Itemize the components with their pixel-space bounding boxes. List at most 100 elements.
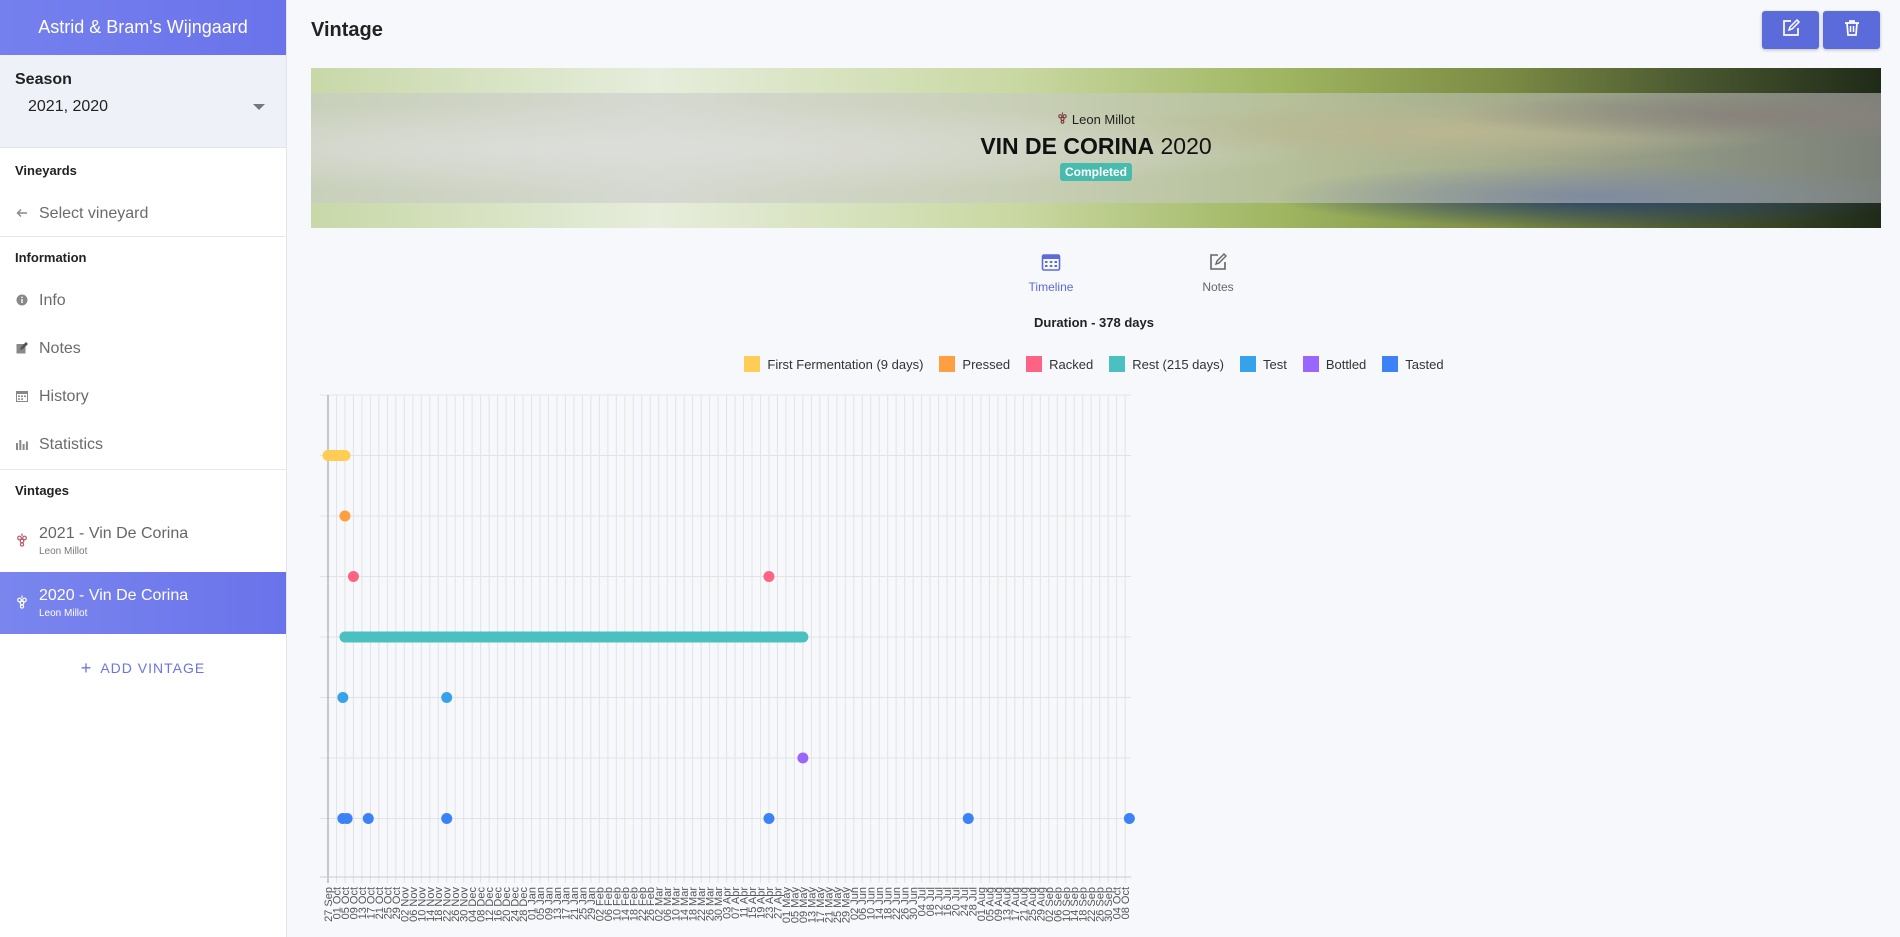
x-tick-label: 22 Mar xyxy=(696,887,708,922)
select-vineyard-link[interactable]: Select vineyard xyxy=(0,192,286,236)
hero-content: Leon Millot VIN DE CORINA 2020 Completed xyxy=(311,112,1881,181)
x-tick-label: 13 Oct xyxy=(357,887,369,919)
legend-label: Bottled xyxy=(1325,356,1367,372)
data-point xyxy=(544,631,556,643)
season-selector[interactable]: Season 2021, 2020 xyxy=(0,55,286,148)
legend-item[interactable]: Bottled xyxy=(1302,356,1367,372)
legend-item[interactable]: Test xyxy=(1239,356,1287,372)
vintage-item-2020[interactable]: 2020 - Vin De Corina Leon Millot xyxy=(0,572,286,634)
data-point xyxy=(412,631,423,643)
vintage-subtitle: Leon Millot xyxy=(39,608,88,619)
data-point xyxy=(436,631,447,643)
x-tick-label: 30 Sep xyxy=(1103,887,1115,922)
data-point xyxy=(331,450,342,461)
legend-label: Rest (215 days) xyxy=(1132,356,1224,372)
tab-notes[interactable]: Notes xyxy=(1178,252,1258,294)
x-tick-label: 22 Jun xyxy=(891,887,903,920)
data-point xyxy=(616,631,628,643)
plus-icon: + xyxy=(80,657,93,678)
data-point xyxy=(568,631,580,643)
add-vintage-button[interactable]: + ADD VINTAGE xyxy=(0,634,286,702)
x-tick-label: 29 Aug xyxy=(1035,887,1047,921)
x-tick-label: 18 Jun xyxy=(883,887,895,920)
dropdown-caret-icon[interactable] xyxy=(253,104,265,110)
data-point xyxy=(628,631,640,643)
data-point xyxy=(556,631,568,643)
legend-item[interactable]: Tasted xyxy=(1382,356,1444,372)
data-point xyxy=(592,631,604,643)
delete-button[interactable] xyxy=(1823,11,1880,49)
data-point xyxy=(580,631,592,643)
x-tick-label: 17 Oct xyxy=(365,887,377,919)
x-tick-label: 26 Feb xyxy=(645,887,657,921)
legend-item[interactable]: First Fermentation (9 days) xyxy=(744,356,923,372)
data-point xyxy=(362,813,374,824)
x-tick-label: 22 Sep xyxy=(1086,887,1098,922)
x-tick-label: 10 Jun xyxy=(866,887,878,920)
season-select[interactable]: 2021, 2020 xyxy=(15,98,271,116)
x-tick-label: 16 Jul xyxy=(942,887,954,916)
data-point xyxy=(363,631,375,643)
wine-name: VIN DE CORINA xyxy=(980,133,1155,159)
tab-timeline[interactable]: Timeline xyxy=(1011,252,1091,294)
sidebar-item-notes[interactable]: Notes xyxy=(0,325,286,373)
x-tick-label: 26 Sep xyxy=(1095,887,1107,922)
data-point xyxy=(797,631,809,643)
x-tick-label: 05 Jan xyxy=(535,887,547,920)
x-tick-label: 26 Nov xyxy=(450,887,462,922)
x-tick-label: 18 Feb xyxy=(628,887,640,921)
data-point xyxy=(701,631,712,643)
legend-swatch xyxy=(1026,356,1043,372)
legend-label: Tasted xyxy=(1405,356,1444,372)
x-tick-label: 17 Jan xyxy=(560,887,572,920)
sidebar-item-label: Notes xyxy=(39,340,81,357)
sidebar-item-statistics[interactable]: Statistics xyxy=(0,421,286,469)
sidebar-item-history[interactable]: History xyxy=(0,373,286,421)
grape-variety: Leon Millot xyxy=(1071,112,1135,127)
x-tick-label: 22 Nov xyxy=(442,887,454,922)
sidebar-item-info[interactable]: Info xyxy=(0,277,286,325)
legend-item[interactable]: Pressed xyxy=(939,356,1010,372)
legend-label: First Fermentation (9 days) xyxy=(767,356,924,372)
grape-icon xyxy=(1057,112,1072,127)
x-tick-label: 08 Jul xyxy=(925,887,937,916)
x-tick-label: 06 Nov xyxy=(408,887,420,922)
x-tick-label: 02 Mar xyxy=(654,887,666,922)
sidebar-item-label: Statistics xyxy=(39,436,104,453)
data-point xyxy=(797,752,809,764)
data-point xyxy=(508,631,519,643)
x-tick-label: 09 May xyxy=(798,887,810,924)
x-tick-label: 10 Sep xyxy=(1061,887,1073,922)
vintage-item-2021[interactable]: 2021 - Vin De Corina Leon Millot xyxy=(0,510,286,572)
sidebar-item-label: History xyxy=(39,388,89,405)
x-tick-label: 27 Apr xyxy=(772,887,784,919)
x-tick-label: 29 Oct xyxy=(391,887,403,919)
x-tick-label: 09 Jan xyxy=(543,887,555,920)
brand-title[interactable]: Astrid & Bram's Wijngaard xyxy=(0,0,286,55)
x-tick-label: 27 Sep xyxy=(323,887,335,922)
x-tick-label: 04 Oct xyxy=(1112,887,1124,919)
x-tick-label: 24 Jul xyxy=(959,887,971,916)
arrow-left-icon xyxy=(15,207,29,222)
legend-item[interactable]: Rest (215 days) xyxy=(1109,356,1224,372)
vineyards-section-title: Vineyards xyxy=(15,162,77,178)
data-point xyxy=(785,631,797,643)
edit-button[interactable] xyxy=(1762,11,1819,49)
edit-icon xyxy=(1178,252,1258,275)
data-point xyxy=(520,631,531,643)
x-tick-label: 07 Apr xyxy=(730,887,742,919)
legend-item[interactable]: Racked xyxy=(1026,356,1093,372)
data-point xyxy=(763,813,775,824)
x-tick-label: 20 Jul xyxy=(951,887,963,916)
x-tick-label: 13 Jan xyxy=(552,887,564,920)
x-tick-label: 10 Mar xyxy=(671,887,683,922)
data-point xyxy=(761,631,772,643)
divider xyxy=(0,469,286,470)
x-tick-label: 02 Jun xyxy=(849,887,861,920)
legend-swatch xyxy=(939,356,956,372)
x-tick-label: 14 Mar xyxy=(679,887,691,922)
x-tick-label: 28 Dec xyxy=(518,887,530,922)
x-tick-label: 01 Oct xyxy=(331,887,343,919)
data-point xyxy=(665,631,676,643)
season-value: 2021, 2020 xyxy=(28,98,109,115)
